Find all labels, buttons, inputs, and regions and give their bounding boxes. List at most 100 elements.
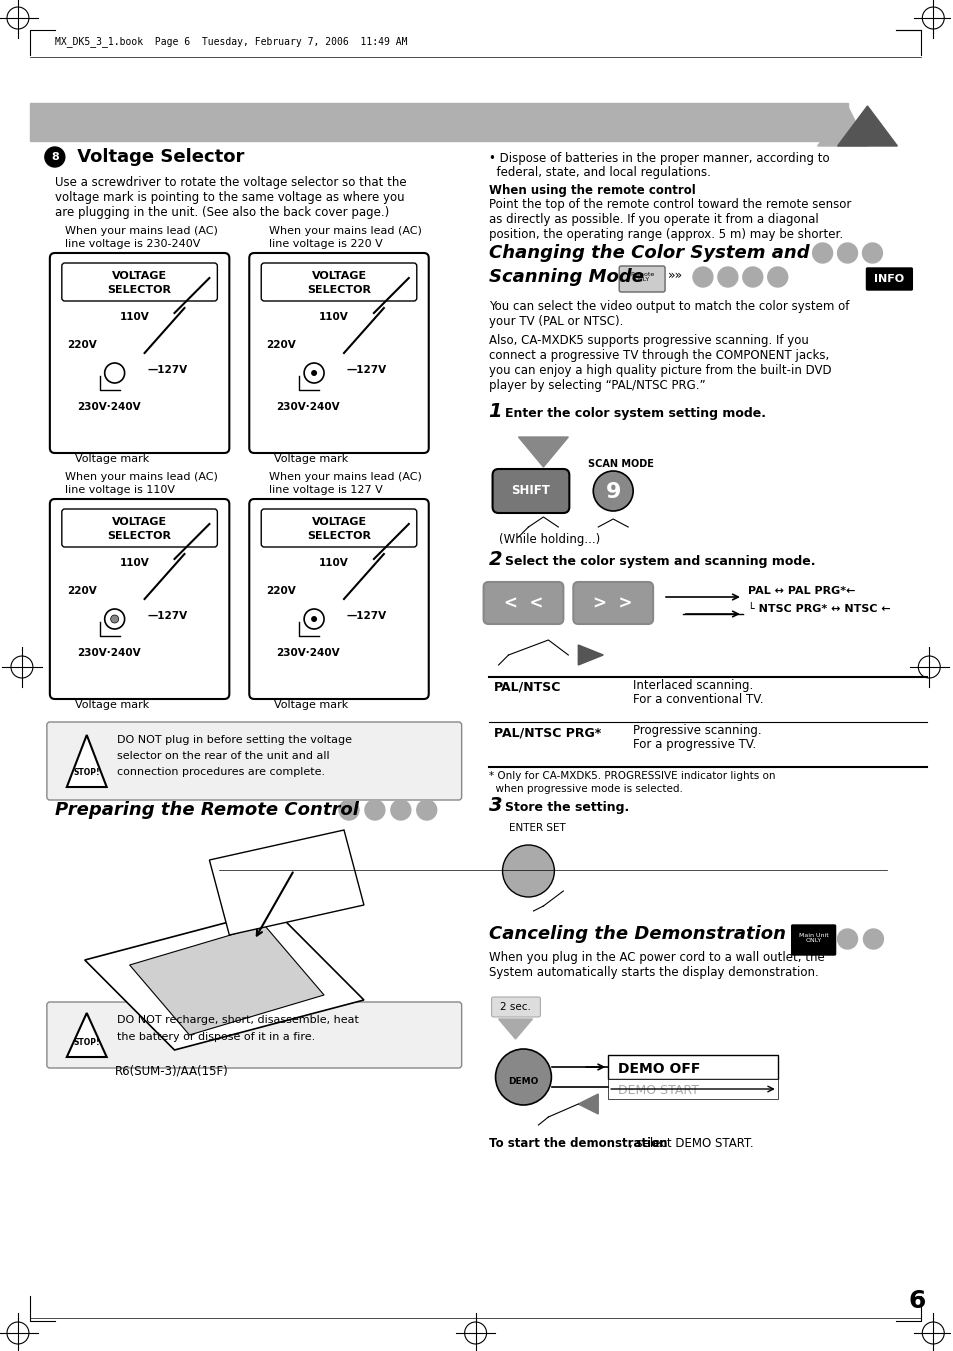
Text: * Only for CA-MXDK5. PROGRESSIVE indicator lights on: * Only for CA-MXDK5. PROGRESSIVE indicat… [488, 771, 774, 781]
Text: 2 sec.: 2 sec. [499, 1002, 531, 1012]
Polygon shape [837, 105, 897, 146]
Text: Interlaced scanning.: Interlaced scanning. [633, 680, 753, 692]
Text: Store the setting.: Store the setting. [504, 801, 628, 815]
Text: line voltage is 127 V: line voltage is 127 V [269, 485, 382, 494]
Text: R6(SUM-3)/AA(15F): R6(SUM-3)/AA(15F) [114, 1065, 228, 1078]
Circle shape [365, 800, 384, 820]
Polygon shape [817, 105, 866, 146]
Circle shape [593, 471, 633, 511]
FancyBboxPatch shape [62, 509, 217, 547]
Text: SELECTOR: SELECTOR [307, 285, 371, 295]
Text: (While holding...): (While holding...) [498, 534, 599, 546]
FancyBboxPatch shape [62, 263, 217, 301]
Text: when progressive mode is selected.: when progressive mode is selected. [488, 784, 681, 794]
Text: connect a progressive TV through the COMPONENT jacks,: connect a progressive TV through the COM… [488, 349, 828, 362]
FancyBboxPatch shape [249, 253, 428, 453]
FancyBboxPatch shape [50, 499, 229, 698]
Text: 110V: 110V [119, 558, 150, 567]
Circle shape [862, 929, 882, 948]
Text: 220V: 220V [67, 340, 96, 350]
Text: Changing the Color System and: Changing the Color System and [488, 245, 808, 262]
Text: —127V: —127V [347, 611, 387, 621]
Circle shape [338, 800, 358, 820]
Text: SCAN MODE: SCAN MODE [588, 459, 654, 469]
Text: 9: 9 [605, 482, 620, 503]
Text: federal, state, and local regulations.: federal, state, and local regulations. [488, 166, 710, 178]
Text: your TV (PAL or NTSC).: your TV (PAL or NTSC). [488, 315, 622, 328]
Text: line voltage is 230-240V: line voltage is 230-240V [65, 239, 200, 249]
Circle shape [111, 615, 118, 623]
Text: voltage mark is pointing to the same voltage as where you: voltage mark is pointing to the same vol… [54, 190, 404, 204]
Polygon shape [578, 1094, 598, 1115]
FancyBboxPatch shape [492, 469, 569, 513]
FancyBboxPatch shape [618, 266, 664, 292]
Circle shape [391, 800, 411, 820]
Text: line voltage is 220 V: line voltage is 220 V [269, 239, 382, 249]
Circle shape [311, 616, 316, 621]
Text: 220V: 220V [266, 340, 295, 350]
Text: VOLTAGE: VOLTAGE [311, 517, 366, 527]
Text: Point the top of the remote control toward the remote sensor: Point the top of the remote control towa… [488, 199, 850, 211]
Text: Select the color system and scanning mode.: Select the color system and scanning mod… [504, 555, 814, 567]
Text: Remote
ONLY: Remote ONLY [629, 272, 654, 282]
Text: 110V: 110V [318, 312, 349, 322]
Text: are plugging in the unit. (See also the back cover page.): are plugging in the unit. (See also the … [54, 205, 389, 219]
Text: PAL/NTSC: PAL/NTSC [493, 681, 560, 694]
Text: Scanning Mode: Scanning Mode [488, 267, 643, 286]
Text: Main Unit
ONLY: Main Unit ONLY [798, 932, 827, 943]
FancyBboxPatch shape [261, 263, 416, 301]
Text: STOP!: STOP! [73, 767, 100, 777]
Text: VOLTAGE: VOLTAGE [311, 272, 366, 281]
FancyBboxPatch shape [865, 267, 911, 290]
Text: »»: »» [667, 269, 682, 282]
Text: —127V: —127V [148, 611, 188, 621]
Circle shape [767, 267, 787, 286]
Text: SELECTOR: SELECTOR [108, 531, 172, 540]
Text: Enter the color system setting mode.: Enter the color system setting mode. [504, 407, 764, 420]
Text: Preparing the Remote Control: Preparing the Remote Control [54, 801, 358, 819]
Text: —127V: —127V [347, 365, 387, 376]
FancyBboxPatch shape [249, 499, 428, 698]
Text: INFO: INFO [874, 274, 903, 284]
Text: Voltage mark: Voltage mark [74, 700, 149, 711]
Text: When your mains lead (AC): When your mains lead (AC) [65, 226, 217, 236]
Text: System automatically starts the display demonstration.: System automatically starts the display … [488, 966, 818, 979]
Circle shape [718, 267, 737, 286]
Text: as directly as possible. If you operate it from a diagonal: as directly as possible. If you operate … [488, 213, 818, 226]
Circle shape [812, 243, 832, 263]
Text: 220V: 220V [266, 586, 295, 596]
Text: DEMO: DEMO [508, 1077, 538, 1085]
Text: SHIFT: SHIFT [511, 485, 549, 497]
Text: DEMO OFF: DEMO OFF [618, 1062, 700, 1075]
Text: For a progressive TV.: For a progressive TV. [633, 738, 756, 751]
Text: ENTER SET: ENTER SET [508, 823, 565, 834]
Text: SELECTOR: SELECTOR [307, 531, 371, 540]
Text: To start the demonstration: To start the demonstration [488, 1138, 666, 1150]
FancyBboxPatch shape [261, 509, 416, 547]
Text: MX_DK5_3_1.book  Page 6  Tuesday, February 7, 2006  11:49 AM: MX_DK5_3_1.book Page 6 Tuesday, February… [54, 36, 407, 47]
Circle shape [495, 1048, 551, 1105]
Polygon shape [578, 644, 602, 665]
Text: selector on the rear of the unit and all: selector on the rear of the unit and all [116, 751, 329, 761]
Circle shape [45, 147, 65, 168]
Text: connection procedures are complete.: connection procedures are complete. [116, 767, 324, 777]
Text: When your mains lead (AC): When your mains lead (AC) [269, 226, 421, 236]
Text: Canceling the Demonstration: Canceling the Demonstration [488, 925, 784, 943]
Circle shape [105, 363, 125, 382]
Text: 1: 1 [488, 403, 501, 422]
Text: When using the remote control: When using the remote control [488, 184, 695, 197]
Polygon shape [67, 1013, 107, 1056]
FancyBboxPatch shape [491, 997, 539, 1017]
Circle shape [105, 609, 125, 630]
Circle shape [692, 267, 712, 286]
Text: you can enjoy a high quality picture from the built-in DVD: you can enjoy a high quality picture fro… [488, 363, 830, 377]
Text: VOLTAGE: VOLTAGE [112, 517, 167, 527]
Text: SELECTOR: SELECTOR [108, 285, 172, 295]
Text: STOP!: STOP! [73, 1038, 100, 1047]
Text: 8: 8 [51, 153, 59, 162]
FancyBboxPatch shape [573, 582, 653, 624]
Polygon shape [498, 1019, 532, 1039]
Bar [30, 103, 846, 141]
Text: When your mains lead (AC): When your mains lead (AC) [65, 471, 217, 482]
Text: <  <: < < [503, 594, 542, 612]
